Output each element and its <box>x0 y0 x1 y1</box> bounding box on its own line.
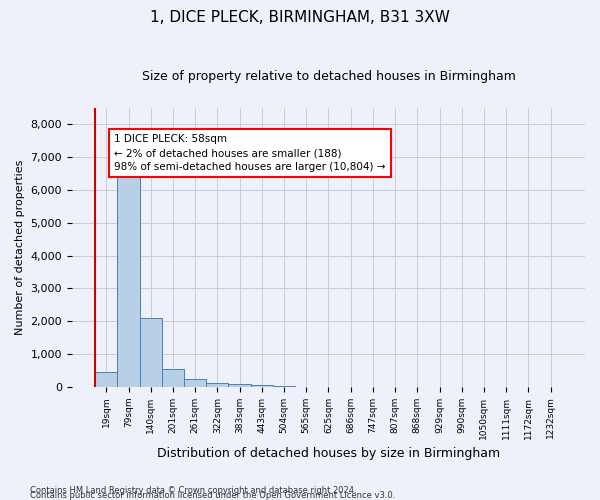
Y-axis label: Number of detached properties: Number of detached properties <box>15 160 25 335</box>
Bar <box>206 383 229 387</box>
Bar <box>95 372 118 387</box>
Text: 1 DICE PLECK: 58sqm
← 2% of detached houses are smaller (188)
98% of semi-detach: 1 DICE PLECK: 58sqm ← 2% of detached hou… <box>114 134 386 172</box>
Title: Size of property relative to detached houses in Birmingham: Size of property relative to detached ho… <box>142 70 515 83</box>
Bar <box>229 384 251 387</box>
Bar <box>118 172 140 387</box>
Bar <box>273 386 295 387</box>
Bar <box>184 378 206 387</box>
Text: Contains public sector information licensed under the Open Government Licence v3: Contains public sector information licen… <box>30 491 395 500</box>
Bar <box>162 369 184 387</box>
Bar <box>251 385 273 387</box>
X-axis label: Distribution of detached houses by size in Birmingham: Distribution of detached houses by size … <box>157 447 500 460</box>
Text: Contains HM Land Registry data © Crown copyright and database right 2024.: Contains HM Land Registry data © Crown c… <box>30 486 356 495</box>
Text: 1, DICE PLECK, BIRMINGHAM, B31 3XW: 1, DICE PLECK, BIRMINGHAM, B31 3XW <box>150 10 450 25</box>
Bar <box>140 318 162 387</box>
